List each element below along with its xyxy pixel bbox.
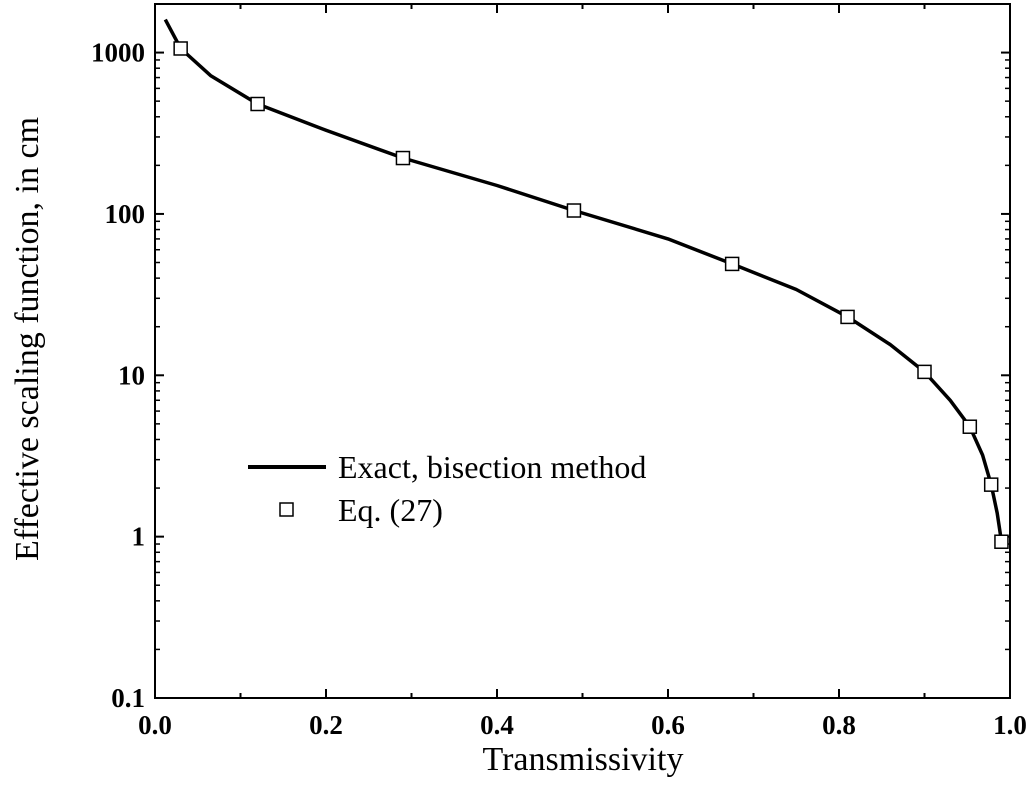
x-axis-title: Transmissivity [483,741,684,778]
legend-label-exact: Exact, bisection method [338,449,646,485]
marker-eq27 [983,477,999,492]
marker-eq27 [994,534,1009,549]
x-tick-label: 0.2 [309,710,343,740]
y-tick-label: 1000 [91,38,145,68]
marker-eq27 [962,419,978,434]
series-line-exact [163,18,1004,542]
x-tick-label: 1.0 [993,710,1027,740]
x-tick-label: 0.6 [651,710,685,740]
y-axis-title: Effective scaling function, in cm [9,117,46,561]
tick-labels: 0.0 0.2 0.4 0.6 0.8 1.0 0.1 1 10 100 1000 [91,38,1027,740]
legend-marker-sample [279,502,294,517]
marker-eq27 [173,41,188,56]
marker-eq27 [395,150,411,166]
y-tick-label: 0.1 [111,683,145,713]
x-tick-label: 0.0 [138,710,172,740]
marker-eq27 [917,364,932,380]
marker-eq27 [840,309,855,325]
plot-frame [154,3,1011,699]
axis-ticks [154,3,1011,699]
legend: Exact, bisection method Eq. (27) [248,449,646,528]
y-tick-label: 10 [118,360,145,390]
marker-eq27 [250,96,265,112]
x-tick-label: 0.4 [480,710,514,740]
marker-eq27 [566,203,582,218]
x-tick-label: 0.8 [822,710,856,740]
y-tick-label: 1 [132,522,146,552]
marker-eq27 [724,256,740,272]
y-tick-label: 100 [105,199,146,229]
legend-label-eq27: Eq. (27) [338,492,443,528]
series-layer [163,18,1009,549]
